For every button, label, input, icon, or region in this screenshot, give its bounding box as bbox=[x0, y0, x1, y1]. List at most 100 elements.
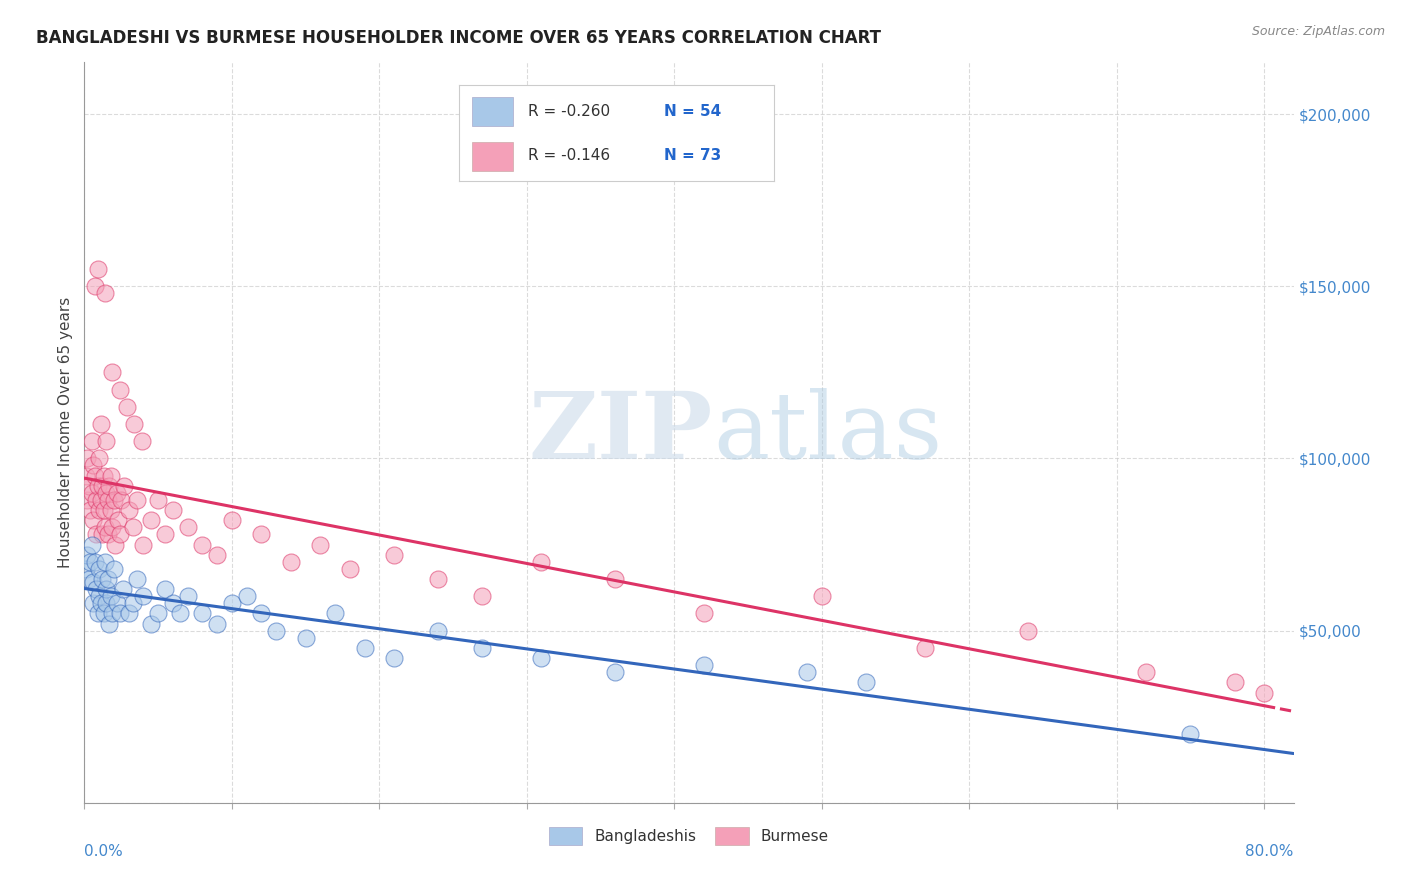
Point bbox=[76, 451, 98, 466]
Point bbox=[82, 596, 104, 610]
Point bbox=[97, 527, 120, 541]
Point bbox=[294, 631, 316, 645]
Point bbox=[1135, 665, 1157, 679]
Point bbox=[162, 596, 184, 610]
Point bbox=[87, 561, 110, 575]
Point bbox=[124, 417, 146, 431]
Point bbox=[86, 479, 108, 493]
Point bbox=[692, 658, 714, 673]
Point bbox=[90, 596, 112, 610]
Point bbox=[191, 607, 214, 621]
Point bbox=[97, 492, 120, 507]
Text: 80.0%: 80.0% bbox=[1246, 844, 1294, 858]
Point bbox=[84, 582, 107, 597]
Point bbox=[1253, 685, 1275, 699]
Point bbox=[339, 561, 361, 575]
Point bbox=[104, 537, 127, 551]
Point bbox=[87, 451, 110, 466]
Point bbox=[146, 607, 169, 621]
Point bbox=[82, 458, 104, 473]
Point bbox=[80, 537, 103, 551]
Point bbox=[221, 513, 243, 527]
Point bbox=[382, 651, 405, 665]
Point bbox=[94, 520, 117, 534]
Point bbox=[530, 555, 553, 569]
Point bbox=[111, 582, 134, 597]
Y-axis label: Householder Income Over 65 years: Householder Income Over 65 years bbox=[58, 297, 73, 568]
Point bbox=[810, 589, 832, 603]
Point bbox=[96, 486, 118, 500]
Point bbox=[77, 572, 100, 586]
Text: 0.0%: 0.0% bbox=[84, 844, 124, 858]
Point bbox=[155, 527, 177, 541]
Point bbox=[235, 589, 257, 603]
Point bbox=[100, 589, 122, 603]
Point bbox=[914, 640, 936, 655]
Point bbox=[86, 262, 108, 277]
Point bbox=[796, 665, 818, 679]
Point bbox=[131, 434, 153, 449]
Point bbox=[139, 616, 162, 631]
Point bbox=[90, 492, 112, 507]
Point bbox=[127, 572, 149, 586]
Point bbox=[692, 607, 714, 621]
Point bbox=[108, 527, 131, 541]
Point bbox=[323, 607, 346, 621]
Point bbox=[76, 548, 98, 562]
Point bbox=[139, 513, 162, 527]
Point bbox=[471, 640, 494, 655]
Point bbox=[76, 492, 98, 507]
Point bbox=[108, 607, 131, 621]
Point bbox=[91, 572, 114, 586]
Point bbox=[1180, 727, 1202, 741]
Point bbox=[427, 624, 450, 638]
Text: BANGLADESHI VS BURMESE HOUSEHOLDER INCOME OVER 65 YEARS CORRELATION CHART: BANGLADESHI VS BURMESE HOUSEHOLDER INCOM… bbox=[37, 29, 882, 47]
Point bbox=[77, 479, 100, 493]
Point bbox=[264, 624, 287, 638]
Point bbox=[98, 479, 121, 493]
Text: Source: ZipAtlas.com: Source: ZipAtlas.com bbox=[1251, 25, 1385, 38]
Point bbox=[127, 492, 149, 507]
Point bbox=[205, 616, 228, 631]
Point bbox=[83, 555, 105, 569]
Point bbox=[87, 503, 110, 517]
Point bbox=[1223, 675, 1246, 690]
Point bbox=[382, 548, 405, 562]
Point bbox=[80, 434, 103, 449]
Point bbox=[79, 503, 101, 517]
Point bbox=[176, 589, 198, 603]
Point bbox=[84, 527, 107, 541]
Point bbox=[82, 513, 104, 527]
Point bbox=[86, 607, 108, 621]
Point bbox=[83, 468, 105, 483]
Point bbox=[100, 503, 122, 517]
Point bbox=[117, 503, 139, 517]
Point bbox=[112, 479, 135, 493]
Point bbox=[155, 582, 177, 597]
Point bbox=[162, 503, 184, 517]
Point bbox=[221, 596, 243, 610]
Point bbox=[169, 607, 191, 621]
Point bbox=[353, 640, 375, 655]
Point bbox=[309, 537, 332, 551]
Point bbox=[110, 492, 132, 507]
Point bbox=[108, 383, 131, 397]
Point bbox=[250, 607, 273, 621]
Point bbox=[82, 575, 104, 590]
Point bbox=[280, 555, 302, 569]
Point bbox=[855, 675, 877, 690]
Point bbox=[122, 596, 145, 610]
Point bbox=[97, 572, 120, 586]
Point bbox=[191, 537, 214, 551]
Point bbox=[105, 596, 128, 610]
Point bbox=[101, 520, 124, 534]
Legend: Bangladeshis, Burmese: Bangladeshis, Burmese bbox=[543, 821, 835, 851]
Point bbox=[75, 468, 97, 483]
Point bbox=[105, 486, 128, 500]
Point bbox=[94, 555, 117, 569]
Point bbox=[87, 589, 110, 603]
Point bbox=[91, 479, 114, 493]
Point bbox=[96, 596, 118, 610]
Point bbox=[101, 607, 124, 621]
Point bbox=[94, 286, 117, 301]
